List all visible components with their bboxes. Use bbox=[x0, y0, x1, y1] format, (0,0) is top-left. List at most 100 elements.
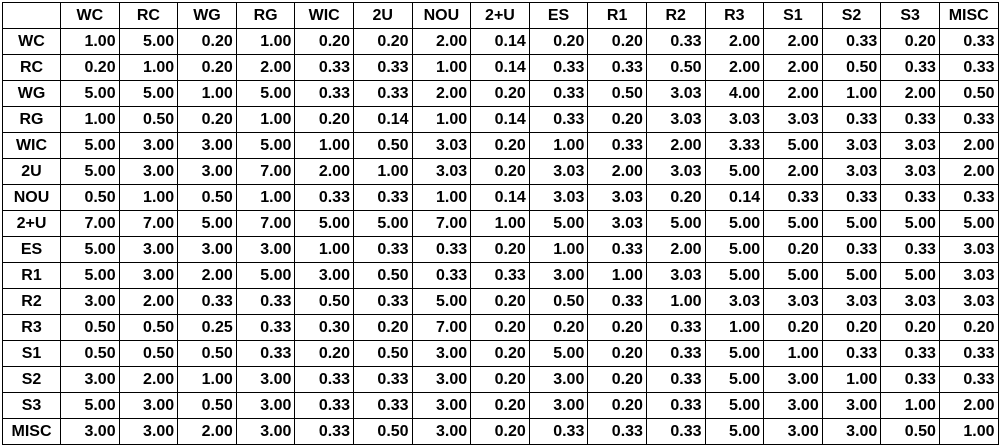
table-cell: 2.00 bbox=[704, 54, 765, 81]
row-header: S2 bbox=[2, 366, 61, 393]
table-cell: 0.20 bbox=[470, 132, 530, 159]
table-cell: 0.33 bbox=[352, 236, 413, 263]
table-cell: 0.20 bbox=[294, 106, 354, 133]
table-cell: 3.03 bbox=[821, 158, 882, 185]
table-cell: 5.00 bbox=[118, 28, 179, 55]
table-cell: 0.33 bbox=[528, 54, 589, 81]
column-header: RG bbox=[235, 2, 296, 29]
table-cell: 0.33 bbox=[938, 340, 999, 367]
table-cell: 3.00 bbox=[235, 418, 296, 445]
table-row: RG 1.00 0.50 0.20 1.00 0.20 0.14 1.00 0.14 0.33 0.… bbox=[2, 106, 999, 133]
table-cell: 3.00 bbox=[118, 262, 179, 289]
table-cell: 3.00 bbox=[821, 418, 882, 445]
table-cell: 0.33 bbox=[880, 184, 940, 211]
table-cell: 0.20 bbox=[587, 340, 647, 367]
row-header: WC bbox=[2, 28, 61, 55]
table-cell: 0.20 bbox=[528, 28, 589, 55]
row-header: WG bbox=[2, 80, 61, 107]
table-cell: 5.00 bbox=[235, 262, 296, 289]
table-cell: 3.00 bbox=[763, 366, 823, 393]
table-cell: 0.50 bbox=[177, 392, 237, 419]
table-cell: 2.00 bbox=[587, 158, 647, 185]
column-header: NOU bbox=[411, 2, 472, 29]
table-cell: 3.03 bbox=[880, 132, 940, 159]
table-cell: 3.00 bbox=[411, 418, 472, 445]
table-cell: 3.00 bbox=[177, 158, 237, 185]
table-cell: 0.33 bbox=[880, 106, 940, 133]
table-cell: 3.00 bbox=[60, 288, 120, 315]
table-cell: 0.33 bbox=[528, 418, 589, 445]
table-cell: 0.33 bbox=[938, 28, 999, 55]
row-header: 2+U bbox=[2, 210, 61, 237]
table-cell: 0.50 bbox=[118, 340, 179, 367]
table-cell: 0.50 bbox=[352, 132, 413, 159]
table-cell: 3.03 bbox=[880, 158, 940, 185]
table-cell: 0.33 bbox=[528, 80, 589, 107]
table-cell: 3.00 bbox=[118, 418, 179, 445]
table-cell: 0.20 bbox=[587, 366, 647, 393]
table-cell: 0.30 bbox=[294, 314, 354, 341]
table-cell: 3.00 bbox=[118, 236, 179, 263]
table-cell: 2.00 bbox=[411, 80, 472, 107]
table-cell: 0.33 bbox=[645, 314, 706, 341]
table-cell: 0.33 bbox=[645, 28, 706, 55]
table-cell: 3.03 bbox=[528, 158, 589, 185]
table-cell: 0.33 bbox=[352, 80, 413, 107]
table-cell: 3.03 bbox=[704, 106, 765, 133]
table-cell: 0.20 bbox=[470, 392, 530, 419]
table-cell: 7.00 bbox=[235, 158, 296, 185]
table-cell: 0.50 bbox=[645, 54, 706, 81]
table-cell: 0.33 bbox=[294, 54, 354, 81]
table-cell: 0.20 bbox=[470, 418, 530, 445]
column-header: R2 bbox=[645, 2, 706, 29]
table-cell: 0.50 bbox=[60, 340, 120, 367]
table-cell: 0.20 bbox=[821, 314, 882, 341]
table-cell: 3.00 bbox=[118, 132, 179, 159]
table-cell: 5.00 bbox=[704, 158, 765, 185]
table-cell: 0.50 bbox=[177, 340, 237, 367]
table-cell: 0.20 bbox=[294, 340, 354, 367]
table-cell: 0.20 bbox=[587, 106, 647, 133]
table-row: WC 1.00 5.00 0.20 1.00 0.20 0.20 2.00 0.14 0.20 0.… bbox=[2, 28, 999, 55]
table-cell: 0.20 bbox=[763, 314, 823, 341]
table-cell: 0.20 bbox=[763, 236, 823, 263]
table-cell: 2.00 bbox=[938, 392, 999, 419]
table-row: MISC 3.00 3.00 2.00 3.00 0.33 0.50 3.00 0.20 0.33… bbox=[2, 418, 999, 445]
table-cell: 0.33 bbox=[352, 288, 413, 315]
table-cell: 1.00 bbox=[118, 184, 179, 211]
table-cell: 3.03 bbox=[645, 80, 706, 107]
table-cell: 0.33 bbox=[352, 392, 413, 419]
table-cell: 0.33 bbox=[880, 366, 940, 393]
table-cell: 0.14 bbox=[470, 106, 530, 133]
table-cell: 5.00 bbox=[60, 262, 120, 289]
table-cell: 0.50 bbox=[177, 184, 237, 211]
table-cell: 0.33 bbox=[235, 340, 296, 367]
table-cell: 1.00 bbox=[470, 210, 530, 237]
table-row: S1 0.50 0.50 0.50 0.33 0.20 0.50 3.00 0.20 5.00 0.… bbox=[2, 340, 999, 367]
table-cell: 1.00 bbox=[704, 314, 765, 341]
table-cell: 3.03 bbox=[821, 132, 882, 159]
table-cell: 5.00 bbox=[704, 366, 765, 393]
table-cell: 3.03 bbox=[645, 158, 706, 185]
table-cell: 2.00 bbox=[938, 158, 999, 185]
corner-cell bbox=[2, 2, 61, 29]
table-cell: 3.03 bbox=[587, 210, 647, 237]
table-cell: 3.03 bbox=[411, 132, 472, 159]
table-cell: 5.00 bbox=[528, 340, 589, 367]
table-cell: 0.20 bbox=[587, 28, 647, 55]
table-cell: 1.00 bbox=[411, 184, 472, 211]
table-cell: 0.33 bbox=[645, 366, 706, 393]
table-cell: 0.33 bbox=[411, 262, 472, 289]
column-header: MISC bbox=[938, 2, 999, 29]
column-header: WIC bbox=[294, 2, 354, 29]
table-cell: 0.33 bbox=[470, 262, 530, 289]
table-cell: 1.00 bbox=[118, 54, 179, 81]
table-cell: 3.03 bbox=[938, 288, 999, 315]
table-cell: 0.50 bbox=[294, 288, 354, 315]
table-cell: 5.00 bbox=[235, 80, 296, 107]
table-cell: 0.33 bbox=[352, 366, 413, 393]
table-cell: 3.03 bbox=[880, 288, 940, 315]
table-row: R2 3.00 2.00 0.33 0.33 0.50 0.33 5.00 0.20 0.50 0.… bbox=[2, 288, 999, 315]
table-cell: 0.33 bbox=[177, 288, 237, 315]
table-cell: 0.14 bbox=[470, 184, 530, 211]
